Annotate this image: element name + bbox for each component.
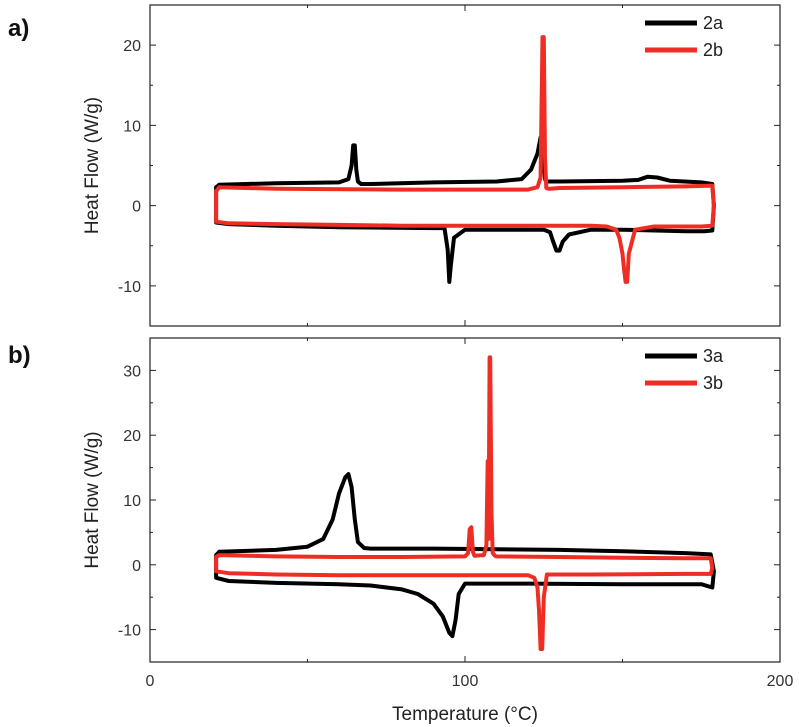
plot-frame bbox=[149, 337, 781, 663]
series-line-2a bbox=[214, 135, 716, 284]
y-tick-label: -10 bbox=[118, 279, 141, 296]
legend-label: 3b bbox=[703, 373, 723, 393]
legend-label: 3a bbox=[703, 346, 724, 366]
x-tick-label: 0 bbox=[146, 673, 155, 690]
chart-panel-a: -10 0 10 20 2a 2b Heat Flow (W/g) a) bbox=[8, 4, 781, 327]
y-tick-label: 20 bbox=[123, 38, 141, 55]
panel-label: b) bbox=[8, 342, 31, 369]
x-tick-label: 200 bbox=[767, 673, 794, 690]
series-line-3b bbox=[214, 355, 715, 651]
panel-label: a) bbox=[8, 15, 29, 42]
y-tick-label: 0 bbox=[132, 558, 141, 575]
y-axis-title: Heat Flow (W/g) bbox=[82, 97, 103, 234]
plot-frame bbox=[149, 4, 781, 327]
chart-panel-b: -10 0 10 20 30 0 100 200 3a 3b Heat Flow (W/g) Temp… bbox=[8, 337, 794, 725]
x-tick-label: 100 bbox=[452, 673, 479, 690]
x-axis-title: Temperature (°C) bbox=[392, 704, 538, 725]
series-line-3a bbox=[214, 472, 716, 639]
legend-label: 2b bbox=[703, 40, 723, 60]
y-tick-label: -10 bbox=[118, 623, 141, 640]
y-tick-label: 10 bbox=[123, 118, 141, 135]
y-tick-label: 0 bbox=[132, 199, 141, 216]
series-line-2b bbox=[214, 35, 716, 284]
y-tick-label: 10 bbox=[123, 493, 141, 510]
y-tick-label: 20 bbox=[123, 428, 141, 445]
y-axis-title: Heat Flow (W/g) bbox=[82, 431, 103, 568]
legend-label: 2a bbox=[703, 13, 724, 33]
y-tick-label: 30 bbox=[123, 363, 141, 380]
